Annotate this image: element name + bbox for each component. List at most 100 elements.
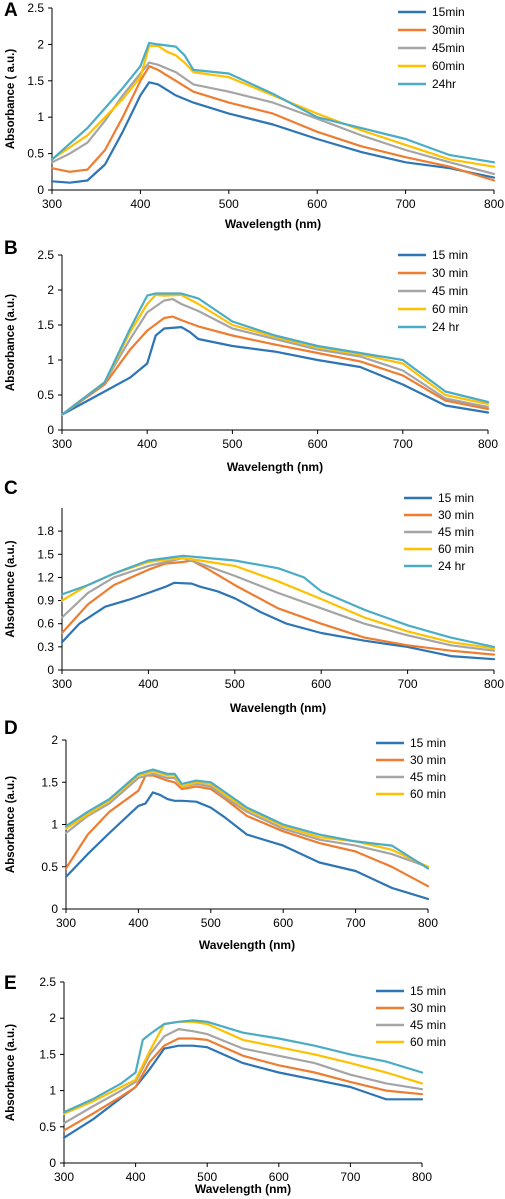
legend-entry: 45min (432, 41, 465, 55)
x-axis-title: Wavelength (nm) (227, 460, 323, 474)
y-tick-label: 0 (37, 183, 44, 197)
x-tick-label: 800 (412, 1170, 432, 1184)
y-tick-label: 1 (49, 1084, 56, 1098)
series-line-30-min (62, 1037, 424, 1132)
series-line-45-min (60, 557, 496, 652)
x-tick-label: 600 (307, 197, 327, 211)
chart-panel-c: C 0 0.3 0.6 0.9 1.2 1.5 1.8 300 400 500 600 700 800 Wa… (4, 480, 504, 715)
legend-entry: 45 min (432, 284, 468, 298)
legend-entry: 45 min (410, 770, 446, 784)
x-tick-label: 300 (42, 197, 62, 211)
x-tick-label: 500 (197, 1170, 217, 1184)
x-tick-label: 600 (308, 437, 328, 451)
y-tick-label: 1.2 (37, 570, 54, 584)
y-tick-label: 1 (37, 110, 44, 124)
series-line-60-min (60, 293, 490, 416)
legend-entry: 15min (432, 5, 465, 19)
y-tick-label: 0.9 (37, 594, 54, 608)
y-tick-label: 0 (51, 902, 58, 916)
legend-entry: 30 min (410, 753, 446, 767)
x-axis-title: Wavelength (nm) (199, 938, 295, 952)
series-line-unlabeled-4 (64, 768, 430, 870)
y-tick-label: 0.5 (27, 147, 44, 161)
x-tick-label: 600 (273, 916, 293, 930)
panel-label: A (4, 0, 18, 21)
y-tick-label: 0.5 (37, 388, 54, 402)
series-line-30min (50, 65, 496, 182)
legend-entry: 60 min (410, 787, 446, 801)
series-line-45min (50, 61, 496, 176)
y-tick-label: 0.5 (39, 1120, 56, 1134)
series-line-15-min (60, 326, 490, 416)
y-tick-label: 1.5 (37, 318, 54, 332)
y-tick-label: 1.5 (39, 1047, 56, 1061)
legend-entry: 24 hr (438, 559, 465, 573)
legend-entry: 30 min (410, 1001, 446, 1015)
chart-panel-a: A 0 0.5 1 1.5 2 2.5 300 400 500 600 700 800 Wavelengt… (4, 0, 504, 231)
x-axis-title: Wavelength (nm) (225, 217, 321, 231)
x-tick-label: 700 (398, 677, 418, 691)
y-axis-title: Absorbance (a.u.) (5, 294, 17, 391)
series-line-30-min (60, 559, 496, 656)
x-axis-title: Wavelength (nm) (195, 1182, 291, 1196)
x-tick-label: 600 (311, 677, 331, 691)
series-line-15-min (60, 581, 496, 661)
y-axis-title: Absorbance (a.u.) (5, 1024, 17, 1121)
chart-panel-d: D 0 0.5 1 1.5 2 300 400 500 600 700 800 Wavelength (… (4, 720, 446, 952)
x-tick-label: 500 (201, 916, 221, 930)
y-tick-label: 1.8 (37, 524, 54, 538)
x-tick-label: 800 (478, 437, 498, 451)
x-tick-label: 800 (418, 916, 438, 930)
series-line-24-hr (60, 554, 496, 648)
x-tick-label: 500 (225, 677, 245, 691)
y-tick-label: 0.6 (37, 617, 54, 631)
y-tick-label: 1 (47, 353, 54, 367)
x-tick-label: 700 (396, 197, 416, 211)
x-tick-label: 300 (52, 437, 72, 451)
y-tick-label: 2.5 (27, 1, 44, 15)
series-line-45-min (62, 1028, 424, 1125)
x-tick-label: 300 (56, 916, 76, 930)
y-tick-label: 1.5 (27, 74, 44, 88)
legend-entry: 45 min (410, 1018, 446, 1032)
legend-entry: 30 min (438, 508, 474, 522)
series-line-30-min (64, 774, 430, 888)
legend-entry: 60min (432, 59, 465, 73)
y-axis-title: Absorbance (a.u.) (5, 776, 17, 873)
y-tick-label: 0.5 (41, 860, 58, 874)
y-tick-label: 2.5 (39, 975, 56, 989)
series-line-60-min (64, 770, 430, 868)
y-tick-label: 0 (47, 423, 54, 437)
y-tick-label: 2 (47, 283, 54, 297)
series-line-45-min (60, 298, 490, 416)
chart-panel-e: E 0 0.5 1 1.5 2 2.5 300 400 500 600 700 800 Wavelengt… (4, 973, 446, 1196)
y-tick-label: 0 (49, 1156, 56, 1170)
y-axis-title: Absorbance (a.u.) (5, 540, 17, 637)
y-tick-label: 2.5 (37, 248, 54, 262)
series-line-15-min (64, 791, 430, 900)
x-tick-label: 400 (126, 1170, 146, 1184)
y-tick-label: 1 (51, 818, 58, 832)
legend-entry: 60 min (432, 302, 468, 316)
y-tick-label: 2 (49, 1011, 56, 1025)
y-axis-title: Absorbance ( a.u.) (5, 49, 17, 149)
legend-entry: 24 hr (432, 320, 459, 334)
chart-panel-b: B 0 0.5 1 1.5 2 2.5 300 400 500 600 700 800 Wavelengt… (4, 240, 498, 474)
legend-entry: 15 min (432, 248, 468, 262)
y-tick-label: 0.3 (37, 640, 54, 654)
series-line-unlabeled-4 (62, 1019, 424, 1114)
series-line-60-min (62, 1020, 424, 1115)
legend-entry: 60 min (438, 542, 474, 556)
x-tick-label: 400 (137, 437, 157, 451)
panel-label: E (4, 973, 17, 994)
y-tick-label: 0 (47, 663, 54, 677)
series-line-24hr (50, 41, 496, 164)
x-tick-label: 800 (484, 197, 504, 211)
x-tick-label: 500 (222, 437, 242, 451)
x-tick-label: 400 (138, 677, 158, 691)
series-line-24-hr (60, 292, 490, 416)
legend-entry: 15 min (410, 984, 446, 998)
series-line-60-min (60, 557, 496, 650)
panel-label: B (4, 240, 18, 259)
x-tick-label: 400 (128, 916, 148, 930)
